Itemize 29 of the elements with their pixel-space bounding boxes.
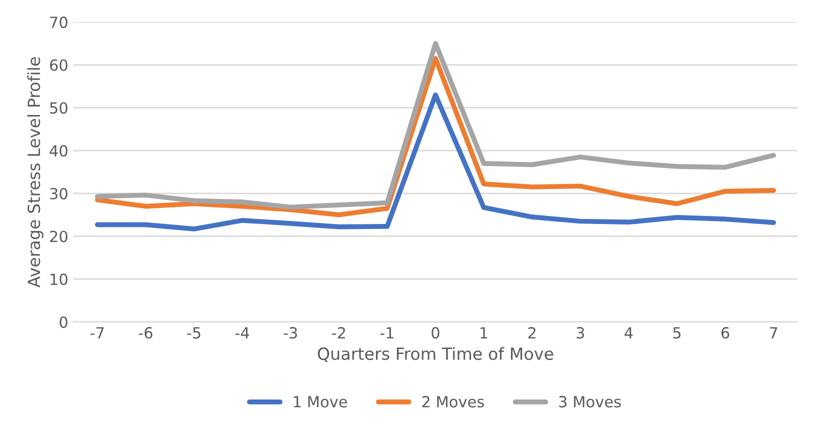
y-tick-label: 70 [50,16,68,28]
x-tick-label: 1 [480,327,488,338]
y-tick-label: 10 [50,274,68,286]
x-tick-label: -3 [284,327,297,339]
x-tick-label: 6 [721,327,730,339]
x-axis-title: Quarters From Time of Move [318,347,554,362]
y-tick-label: 50 [50,102,68,114]
y-tick-label: 30 [50,188,68,200]
y-tick-label: 0 [60,316,68,328]
x-tick-label: 7 [770,327,778,338]
x-tick-label: 2 [528,327,536,338]
x-tick-label: -6 [138,327,152,339]
y-tick-label: 20 [50,230,68,242]
x-tick-label: -7 [90,327,104,338]
y-tick-label: 40 [50,145,68,157]
x-tick-label: -1 [380,327,394,338]
x-tick-label: -2 [332,327,345,338]
legend-label: 2 Moves [422,396,484,408]
x-tick-label: 3 [576,327,584,339]
x-tick-label: 4 [624,327,633,338]
x-tick-label: -5 [187,327,200,339]
legend-label: 3 Moves [559,396,621,408]
legend-label: 1 Move [294,396,347,408]
y-axis-title: Average Stress Level Profile [27,57,44,288]
line-series [94,92,776,232]
x-tick-label: -4 [235,327,250,338]
y-tick-label: 60 [50,59,68,71]
x-tick-label: 0 [432,327,440,339]
x-tick-label: 5 [673,327,680,339]
